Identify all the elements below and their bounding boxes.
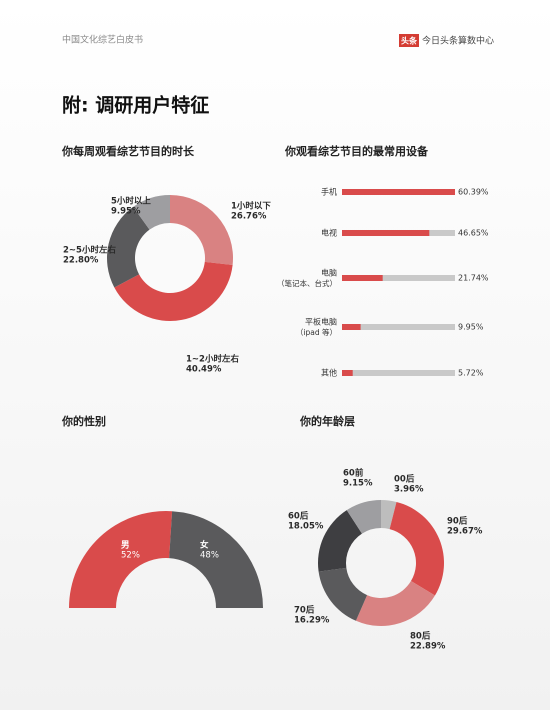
bar-label: 电脑 <box>321 268 337 278</box>
donut-segment <box>170 195 234 265</box>
segment-label: 00后 <box>394 474 415 485</box>
bar-label-note: （笔记本、台式） <box>277 278 337 288</box>
segment-label: 60后 <box>288 511 309 522</box>
donut-segment <box>389 501 444 596</box>
segment-label: 1小时以下 <box>231 201 271 212</box>
bar-label: 电视 <box>321 228 337 238</box>
segment-label: 90后 <box>447 516 468 527</box>
donut-segment <box>318 567 368 621</box>
segment-value: 18.05% <box>288 522 324 532</box>
logo: 头条 <box>401 36 418 46</box>
segment-label: 70后 <box>294 605 315 616</box>
chart-title: 你每周观看综艺节目的时长 <box>61 144 195 158</box>
donut-segment <box>114 261 233 322</box>
donut-segment <box>381 500 397 530</box>
segment-label: 男 <box>121 541 130 551</box>
half-donut-segment <box>69 511 173 608</box>
segment-value: 52% <box>121 551 140 561</box>
chart-title: 你的年龄层 <box>299 414 355 428</box>
bar-track <box>342 370 455 376</box>
donut-segment <box>346 500 381 534</box>
segment-label: 60前 <box>343 468 364 479</box>
bar <box>342 370 353 376</box>
bar-value: 46.65% <box>458 229 489 238</box>
segment-value: 22.89% <box>410 642 446 652</box>
segment-value: 26.76% <box>231 212 267 222</box>
chart-title: 你观看综艺节目的最常用设备 <box>284 144 429 158</box>
half-donut-segment <box>169 511 263 608</box>
segment-label: 2~5小时左右 <box>63 245 116 256</box>
bar-value: 5.72% <box>458 369 484 378</box>
segment-label: 女 <box>200 540 209 551</box>
page-title: 附: 调研用户特征 <box>62 94 209 117</box>
bar-value: 21.74% <box>458 274 489 283</box>
segment-value: 9.95% <box>111 207 141 217</box>
donut-segment <box>355 581 435 626</box>
bar-label: 其他 <box>321 368 337 378</box>
segment-value: 48% <box>200 551 219 561</box>
bar <box>342 324 361 330</box>
segment-value: 9.15% <box>343 479 373 489</box>
segment-value: 22.80% <box>63 256 99 266</box>
bar-value: 60.39% <box>458 188 489 197</box>
logo-box <box>399 34 419 47</box>
segment-value: 3.96% <box>394 485 424 495</box>
bar-label: 手机 <box>321 187 337 197</box>
header-right: 今日头条算数中心 <box>422 35 494 47</box>
donut-segment <box>107 206 150 288</box>
bar <box>342 189 455 195</box>
bar <box>342 230 430 236</box>
segment-value: 16.29% <box>294 616 330 626</box>
bar-label: 平板电脑 <box>305 317 337 327</box>
segment-value: 29.67% <box>447 527 483 537</box>
bar-track <box>342 324 455 330</box>
donut-segment <box>318 510 362 572</box>
segment-label: 80后 <box>410 631 431 642</box>
chart-title: 你的性别 <box>61 414 106 428</box>
bar <box>342 275 383 281</box>
segment-value: 40.49% <box>186 365 222 375</box>
bar-value: 9.95% <box>458 323 484 332</box>
segment-label: 5小时以上 <box>111 196 151 207</box>
segment-label: 1~2小时左右 <box>186 354 239 365</box>
bar-track <box>342 275 455 281</box>
bar-label-note: （ipad 等） <box>296 327 337 337</box>
header-left: 中国文化综艺白皮书 <box>62 34 143 46</box>
donut-segment <box>133 195 170 230</box>
